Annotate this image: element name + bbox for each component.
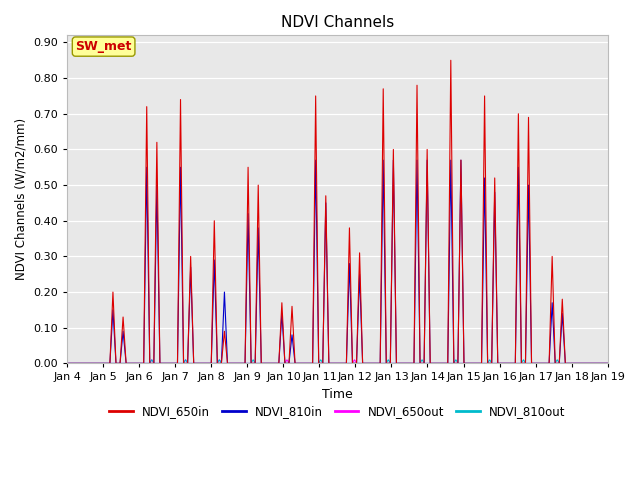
- NDVI_810in: [160, 360, 168, 366]
- NDVI_650in: [74, 360, 81, 366]
- Y-axis label: NDVI Channels (W/m2/mm): NDVI Channels (W/m2/mm): [15, 118, 28, 280]
- NDVI_810out: [74, 360, 81, 366]
- NDVI_810in: [604, 360, 611, 366]
- Line: NDVI_810in: NDVI_810in: [67, 160, 607, 363]
- NDVI_650in: [604, 360, 611, 366]
- Legend: NDVI_650in, NDVI_810in, NDVI_650out, NDVI_810out: NDVI_650in, NDVI_810in, NDVI_650out, NDV…: [104, 401, 570, 423]
- NDVI_650in: [160, 360, 168, 366]
- NDVI_650out: [74, 360, 81, 366]
- NDVI_650out: [569, 360, 577, 366]
- NDVI_650out: [436, 360, 444, 366]
- NDVI_650in: [569, 360, 577, 366]
- NDVI_650in: [447, 58, 454, 63]
- Line: NDVI_810out: NDVI_810out: [67, 360, 607, 363]
- NDVI_810in: [436, 360, 444, 366]
- NDVI_650in: [340, 360, 348, 366]
- X-axis label: Time: Time: [322, 388, 353, 401]
- NDVI_810out: [308, 360, 316, 366]
- NDVI_810in: [74, 360, 81, 366]
- NDVI_650out: [340, 360, 348, 366]
- NDVI_810in: [569, 360, 577, 366]
- NDVI_650out: [308, 360, 316, 366]
- Line: NDVI_650in: NDVI_650in: [67, 60, 607, 363]
- NDVI_810in: [312, 157, 319, 163]
- NDVI_810out: [569, 360, 577, 366]
- NDVI_810out: [161, 360, 168, 366]
- Text: SW_met: SW_met: [76, 40, 132, 53]
- NDVI_810out: [63, 360, 71, 366]
- NDVI_810in: [63, 360, 71, 366]
- NDVI_650in: [436, 360, 444, 366]
- NDVI_650out: [161, 360, 168, 366]
- NDVI_810in: [308, 360, 316, 366]
- Title: NDVI Channels: NDVI Channels: [281, 15, 394, 30]
- Line: NDVI_650out: NDVI_650out: [67, 360, 607, 363]
- NDVI_810out: [436, 360, 444, 366]
- NDVI_650in: [308, 360, 316, 366]
- NDVI_650out: [63, 360, 71, 366]
- NDVI_810out: [604, 360, 611, 366]
- NDVI_810out: [340, 360, 348, 366]
- NDVI_650out: [148, 357, 156, 363]
- NDVI_650in: [63, 360, 71, 366]
- NDVI_650out: [604, 360, 611, 366]
- NDVI_810out: [148, 357, 156, 363]
- NDVI_810in: [340, 360, 348, 366]
